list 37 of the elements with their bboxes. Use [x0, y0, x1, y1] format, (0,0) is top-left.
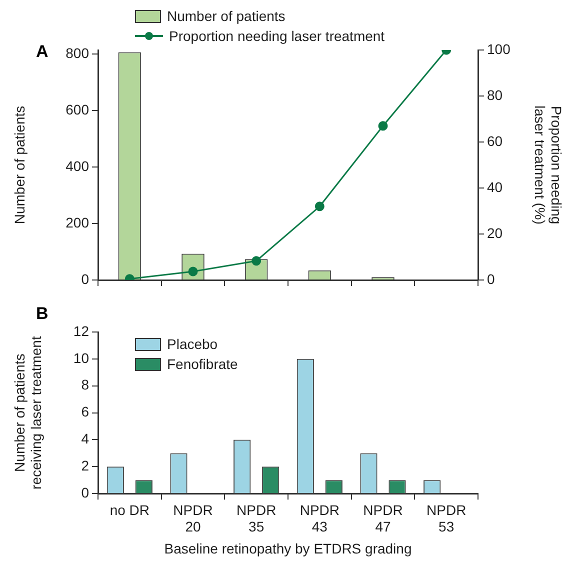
- y-tick-label: 6: [81, 404, 90, 420]
- chart-title: A: [36, 42, 48, 62]
- point: [314, 202, 324, 212]
- legend-label: Proportion needing laser treatment: [169, 28, 385, 44]
- x-tick-label: NPDR 20: [173, 502, 213, 535]
- point: [252, 256, 262, 266]
- y2-tick-label: 80: [487, 86, 503, 103]
- y-tick-label: 200: [66, 214, 90, 230]
- y-tick-label: 600: [66, 102, 90, 118]
- y-tick-label: 0: [81, 484, 90, 500]
- legend-label: Fenofibrate: [167, 356, 238, 372]
- y2-tick-label: 0: [487, 270, 495, 287]
- y2-axis-title: Proportion needing laser treatment (%): [532, 105, 565, 225]
- x-axis-title: Baseline retinopathy by ETDRS grading: [164, 540, 412, 556]
- x-tick-label: NPDR 53: [426, 502, 466, 535]
- y2-tick-label: 60: [487, 132, 503, 149]
- y-axis-title: Number of patients: [11, 106, 28, 224]
- x-tick-label: NPDR 47: [363, 502, 403, 535]
- y-axis-title: Number of patients receiving laser treatment: [11, 336, 44, 490]
- y2-tick-label: 20: [487, 224, 503, 241]
- y-tick-label: 12: [73, 322, 90, 339]
- x-tick-label: NPDR 35: [236, 502, 276, 535]
- legend-label: Number of patients: [167, 8, 286, 24]
- y-tick-label: 10: [73, 350, 90, 366]
- y-tick-label: 8: [81, 376, 90, 393]
- x-tick-label: no DR: [110, 502, 150, 518]
- y2-tick-label: 40: [487, 178, 503, 195]
- legend-label: Placebo: [167, 336, 218, 352]
- y-tick-label: 400: [66, 158, 90, 174]
- y-tick-label: 2: [81, 458, 90, 474]
- chart-title: B: [36, 304, 48, 324]
- x-tick-label: NPDR 43: [300, 502, 340, 535]
- y-tick-label: 800: [66, 45, 90, 62]
- y2-tick-label: 100: [487, 40, 511, 57]
- y-tick-label: 4: [81, 430, 90, 447]
- point: [378, 121, 388, 131]
- y-tick-label: 0: [81, 270, 90, 287]
